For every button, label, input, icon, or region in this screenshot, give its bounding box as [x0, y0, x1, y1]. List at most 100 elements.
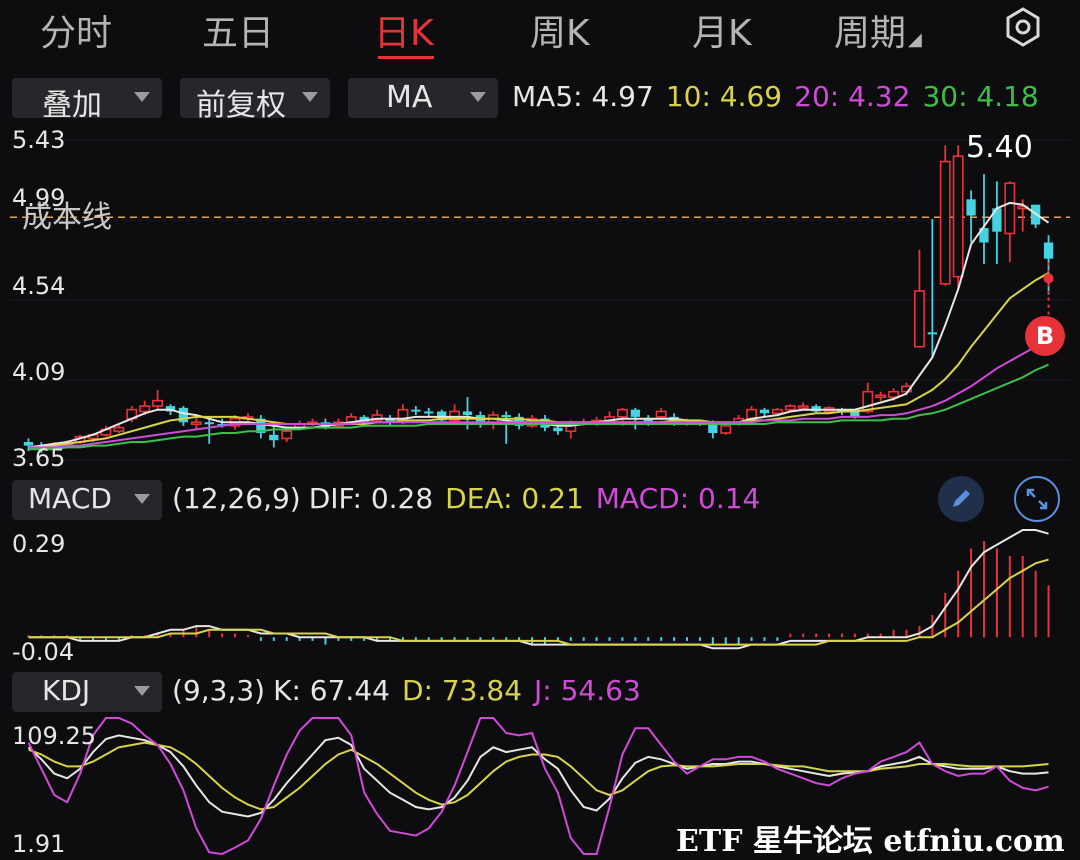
dif-value: DIF: 0.28 [308, 482, 434, 515]
kdj-params: (9,3,3) [172, 674, 266, 707]
candle-up [1004, 182, 1016, 235]
kdj-dropdown-label: KDJ [42, 674, 91, 707]
tab-daily-k[interactable]: 日K [374, 13, 434, 54]
macd-y-top: 0.29 [12, 530, 66, 558]
indicator-dropdown[interactable]: MA [348, 78, 498, 118]
kdj-line-k [27, 734, 1049, 818]
candle-up [888, 390, 900, 398]
candle-down [759, 409, 770, 414]
buy-marker[interactable]: B [1025, 316, 1065, 356]
triangle-down-icon: ◢ [908, 29, 922, 50]
candle-down [23, 442, 34, 446]
adjust-dropdown[interactable]: 前复权 [180, 78, 330, 123]
chevron-down-icon [134, 92, 150, 102]
ma-line-10 [28, 272, 1049, 449]
overlay-dropdown[interactable]: 叠加 [12, 78, 162, 123]
macd-y-bottom: -0.04 [12, 638, 75, 666]
candle-down [204, 422, 214, 425]
candle-up [152, 399, 164, 407]
pencil-icon [953, 490, 970, 507]
candle-up [784, 405, 796, 411]
adjust-dropdown-label: 前复权 [196, 88, 286, 123]
candle-down [501, 415, 511, 418]
tab-monthly-k[interactable]: 月K [692, 13, 752, 54]
buy-marker-dot [1043, 273, 1054, 284]
chevron-down-icon [134, 686, 150, 696]
ma-line-20 [28, 338, 1049, 449]
candle-down [850, 411, 860, 417]
kdj-y-bottom: 1.91 [12, 830, 66, 858]
candle-down [643, 418, 653, 423]
candle-down [256, 418, 266, 434]
candle-up [952, 155, 964, 278]
tab-five-day[interactable]: 五日 [202, 13, 275, 54]
candlestick-chart[interactable] [0, 120, 1080, 470]
tab-period-label: 周期 [834, 13, 907, 54]
candle-down [462, 411, 473, 416]
candle-up [875, 394, 887, 399]
kdj-y-top: 109.25 [12, 722, 96, 750]
high-price-label: 5.40 [966, 130, 1033, 165]
candle-up [616, 408, 628, 418]
candle-down [178, 407, 189, 423]
ma-line-30 [28, 363, 1049, 451]
macd-dropdown[interactable]: MACD [12, 480, 162, 520]
expand-button[interactable] [1014, 476, 1060, 522]
expand-icon [1026, 488, 1048, 510]
candle-down [553, 427, 563, 432]
y-axis-label-top: 5.43 [12, 126, 66, 154]
candle-down [1043, 242, 1054, 259]
candle-down [992, 208, 1002, 232]
kdj-line-j [27, 717, 1049, 856]
candle-down [269, 434, 279, 441]
ma10-value: 10: 4.69 [665, 80, 783, 113]
y-axis-label-4: 4.09 [12, 358, 66, 386]
cost-line-label: 成本线 [22, 200, 112, 235]
candle-down [385, 418, 395, 423]
candle-up [913, 290, 925, 348]
ma30-value: 30: 4.18 [922, 80, 1039, 113]
candle-up [862, 390, 874, 413]
settings-icon[interactable] [1002, 6, 1044, 48]
d-value: D: 73.84 [401, 674, 523, 707]
candle-up [139, 405, 151, 413]
kdj-line-d [28, 741, 1049, 811]
j-value: J: 54.63 [534, 674, 641, 707]
active-tab-indicator [378, 56, 434, 59]
macd-chart[interactable] [0, 522, 1080, 662]
overlay-dropdown-label: 叠加 [42, 88, 102, 123]
candle-up [797, 405, 809, 409]
candle-down [927, 332, 937, 335]
k-value: K: 67.44 [273, 674, 390, 707]
candle-up [190, 421, 202, 426]
chevron-down-icon [134, 494, 150, 504]
y-axis-label-3: 4.54 [12, 272, 66, 300]
ma-legend: MA5: 4.97 10: 4.69 20: 4.32 30: 4.18 [512, 80, 1051, 113]
kdj-legend: (9,3,3) K: 67.44 D: 73.84 J: 54.63 [172, 674, 653, 707]
ma5-value: MA5: 4.97 [512, 80, 654, 113]
tab-timeshare[interactable]: 分时 [40, 13, 113, 54]
candle-down [708, 422, 718, 434]
y-axis-label-bottom: 3.65 [12, 444, 66, 472]
candle-down [966, 199, 976, 216]
macd-params: (12,26,9) [172, 482, 301, 515]
macd-line-dea [28, 558, 1049, 646]
candle-up [771, 408, 783, 415]
candle-up [281, 430, 293, 440]
macd-line-dif [28, 529, 1049, 650]
candle-down [411, 409, 421, 412]
tab-weekly-k[interactable]: 周K [530, 13, 590, 54]
kdj-dropdown[interactable]: KDJ [12, 672, 162, 712]
tab-period[interactable]: 周期 ◢ [834, 4, 922, 56]
candle-up [720, 425, 732, 434]
ma20-value: 20: 4.32 [794, 80, 911, 113]
macd-legend: (12,26,9) DIF: 0.28 DEA: 0.21 MACD: 0.14 [172, 482, 772, 515]
edit-button[interactable] [938, 476, 984, 522]
dea-value: DEA: 0.21 [445, 482, 584, 515]
indicator-dropdown-label: MA [386, 80, 433, 115]
candle-down [979, 228, 989, 243]
y-axis-label-2: 4.99 [12, 184, 66, 212]
macd-value: MACD: 0.14 [595, 482, 761, 515]
candle-up [901, 385, 912, 393]
kdj-chart[interactable] [0, 716, 1080, 856]
